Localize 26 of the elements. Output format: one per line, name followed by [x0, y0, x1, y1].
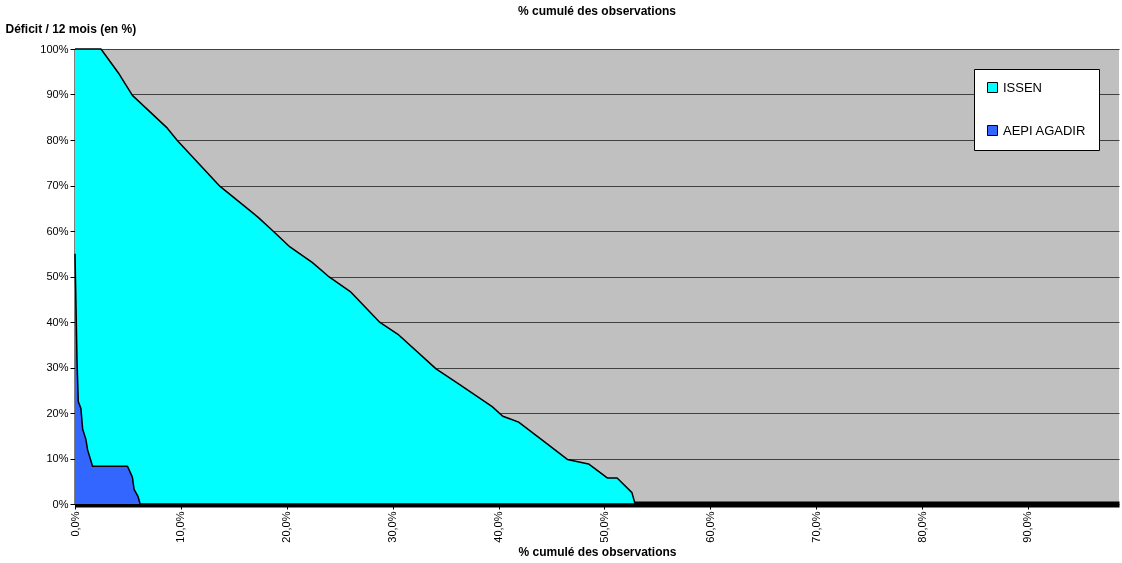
x-axis-title: % cumulé des observations: [518, 544, 677, 559]
y-tick-label: 20%: [46, 406, 69, 419]
x-tick-label: 20,0%: [280, 511, 293, 543]
x-tick-label: 90,0%: [1021, 511, 1034, 543]
y-tick-label: 100%: [40, 42, 69, 55]
x-tick-label: 50,0%: [597, 511, 610, 543]
x-tick-label: 60,0%: [703, 511, 716, 543]
x-tick-label: 10,0%: [174, 511, 187, 543]
y-tick-label: 80%: [46, 133, 69, 146]
y-tick-label: 0%: [52, 497, 69, 510]
y-tick-label: 30%: [46, 361, 69, 373]
x-tick-label: 40,0%: [492, 511, 505, 543]
y-tick-label: 90%: [46, 88, 69, 100]
y-axis-title: Déficit / 12 mois (en %): [5, 21, 137, 36]
y-tick-label: 70%: [46, 179, 69, 191]
x-tick-label: 80,0%: [915, 511, 928, 543]
y-tick-label: 40%: [46, 315, 69, 328]
legend-label: ISSEN: [1003, 79, 1043, 95]
x-tick-label: 0,0%: [68, 511, 81, 537]
y-tick-label: 50%: [46, 270, 69, 282]
y-tick-label: 10%: [46, 452, 69, 464]
y-tick-label: 60%: [46, 224, 69, 237]
x-tick-label: 30,0%: [386, 511, 399, 543]
chart-title: % cumulé des observations: [517, 4, 677, 18]
x-tick-label: 70,0%: [809, 511, 822, 543]
legend-label: AEPI AGADIR: [1003, 122, 1086, 138]
